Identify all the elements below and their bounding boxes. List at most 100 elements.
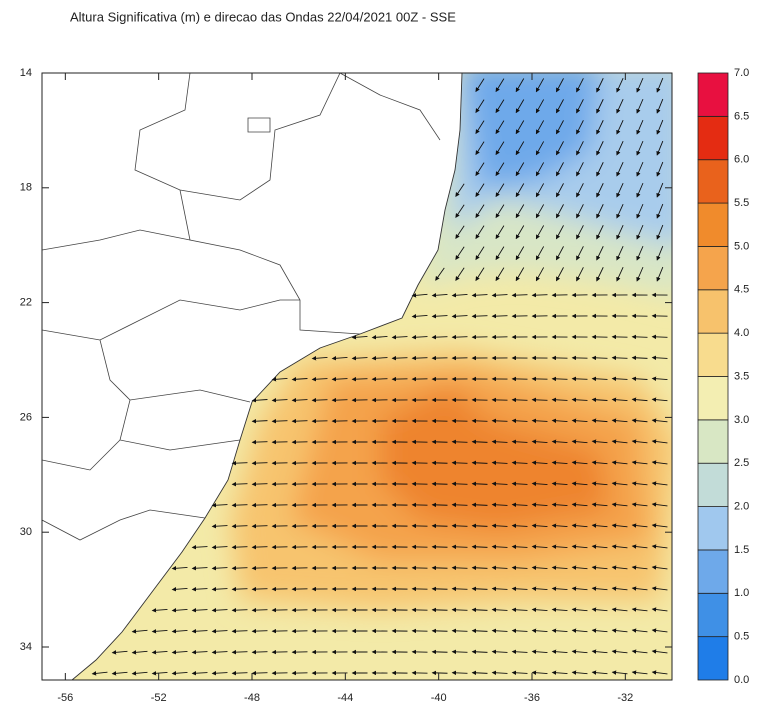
- arrow: [591, 481, 608, 486]
- arrow: [556, 267, 564, 282]
- arrow: [451, 439, 468, 445]
- arrow: [451, 649, 468, 655]
- arrow: [651, 376, 668, 381]
- arrow: [611, 607, 628, 612]
- arrow: [591, 355, 608, 361]
- arrow: [231, 565, 248, 571]
- arrow: [656, 77, 664, 93]
- arrow: [556, 183, 564, 198]
- arrow: [656, 98, 664, 114]
- arrow: [491, 313, 508, 319]
- arrow: [495, 204, 505, 219]
- arrow: [535, 78, 545, 93]
- arrow: [291, 418, 308, 424]
- arrow: [251, 544, 268, 550]
- arrow: [531, 481, 548, 486]
- arrow: [471, 313, 488, 319]
- colorbar-swatch: [697, 246, 729, 291]
- arrow: [651, 355, 668, 361]
- arrow: [231, 523, 248, 529]
- colorbar-label: 2.0: [734, 500, 749, 512]
- arrow: [271, 377, 288, 382]
- arrow: [251, 607, 268, 613]
- arrow: [131, 650, 148, 655]
- arrow: [451, 628, 468, 634]
- arrow: [191, 586, 208, 592]
- arrow: [531, 460, 548, 465]
- arrow: [636, 119, 644, 135]
- arrow: [435, 267, 445, 281]
- arrow: [651, 481, 668, 486]
- arrow: [616, 140, 624, 156]
- arrow: [656, 224, 664, 240]
- arrow: [515, 141, 525, 156]
- arrow: [611, 523, 628, 528]
- colorbar-swatch: [697, 592, 729, 638]
- arrow: [535, 162, 545, 177]
- colorbar-swatch: [697, 462, 729, 507]
- arrow: [451, 607, 468, 613]
- arrow: [371, 355, 388, 361]
- arrow: [531, 628, 548, 633]
- arrow: [291, 377, 308, 382]
- arrow: [511, 565, 528, 570]
- arrow: [531, 544, 548, 549]
- arrow: [411, 314, 428, 319]
- arrow: [556, 246, 564, 261]
- arrow: [251, 502, 268, 508]
- arrow: [611, 397, 628, 402]
- arrow: [495, 225, 505, 240]
- arrow: [451, 670, 468, 676]
- arrow: [651, 460, 668, 465]
- arrow: [576, 267, 584, 282]
- arrow: [591, 544, 608, 549]
- arrow: [651, 670, 668, 675]
- colorbar-label: 6.5: [734, 110, 749, 122]
- arrow: [531, 523, 548, 528]
- arrow: [515, 99, 525, 114]
- arrow: [151, 608, 168, 613]
- arrow: [551, 586, 568, 591]
- arrow: [311, 376, 328, 382]
- arrow: [651, 628, 668, 633]
- arrow: [475, 78, 485, 93]
- arrow: [211, 649, 228, 655]
- arrow: [211, 670, 228, 676]
- arrow: [531, 439, 548, 444]
- arrow: [491, 418, 508, 424]
- arrow: [576, 204, 584, 219]
- arrow: [576, 183, 584, 198]
- arrow: [495, 141, 505, 156]
- arrow: [616, 77, 624, 93]
- arrow: [551, 439, 568, 444]
- arrow: [636, 161, 644, 177]
- arrow: [231, 502, 248, 508]
- arrow: [491, 649, 508, 655]
- arrow: [591, 628, 608, 633]
- arrow: [611, 460, 628, 465]
- arrow: [596, 267, 604, 282]
- arrow: [571, 376, 588, 382]
- arrow: [491, 523, 508, 529]
- arrow: [91, 671, 108, 676]
- arrow: [211, 607, 228, 613]
- arrow: [631, 607, 648, 612]
- arrow: [515, 78, 525, 93]
- arrow: [591, 502, 608, 507]
- arrow: [576, 162, 584, 177]
- arrow: [471, 481, 488, 487]
- colorbar-swatch: [697, 636, 729, 681]
- colorbar-label: 4.0: [734, 327, 749, 339]
- arrow: [231, 544, 248, 550]
- arrow: [531, 292, 548, 298]
- arrow: [171, 587, 188, 592]
- arrow: [351, 335, 368, 340]
- arrow: [251, 670, 268, 676]
- arrow: [611, 418, 628, 423]
- arrow: [251, 460, 268, 466]
- arrow: [471, 418, 488, 424]
- arrow: [636, 140, 644, 156]
- arrow: [351, 355, 368, 361]
- colorbar-swatch: [697, 289, 729, 334]
- arrow: [231, 607, 248, 613]
